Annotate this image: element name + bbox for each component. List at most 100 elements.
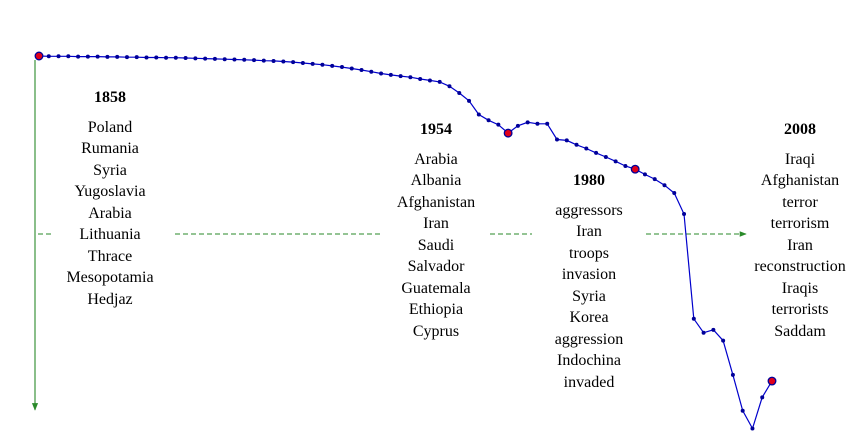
data-point [467, 98, 472, 103]
highlight-point-2008 [767, 376, 777, 386]
word-item: Arabia [88, 204, 132, 222]
word-item: Mesopotamia [66, 269, 154, 286]
series-line [38, 55, 773, 431]
data-point [134, 55, 139, 60]
word-item: Iran [576, 223, 602, 240]
data-point [261, 58, 266, 63]
column-year: 1858 [94, 89, 126, 106]
word-item: aggressors [555, 201, 623, 219]
data-point [95, 54, 100, 59]
word-item: Saddam [774, 322, 826, 340]
data-point [408, 75, 413, 80]
data-point [427, 78, 432, 83]
word-item: Yugoslavia [74, 183, 146, 200]
data-point [124, 55, 129, 60]
data-point [85, 54, 90, 59]
data-point [310, 61, 315, 66]
data-point [203, 56, 208, 61]
data-point [691, 316, 696, 321]
data-point [662, 183, 667, 188]
word-item: Albania [410, 172, 462, 189]
data-point [721, 338, 726, 343]
word-item: Thrace [87, 247, 133, 265]
data-point [594, 150, 599, 155]
data-point [291, 60, 296, 65]
data-point [173, 55, 178, 60]
data-point [418, 76, 423, 81]
highlight-point-1858 [34, 51, 44, 61]
data-point [672, 191, 677, 196]
data-point [330, 63, 335, 68]
data-point [46, 54, 51, 59]
series-line-group [38, 55, 773, 431]
data-point [66, 54, 71, 59]
word-item: Iraqi [784, 150, 816, 168]
column-year: 2008 [784, 121, 816, 138]
word-item: Saudi [417, 236, 455, 254]
data-point [682, 212, 687, 217]
word-item: Lithuania [79, 226, 141, 243]
word-item: Cyprus [412, 322, 460, 340]
word-item: Syria [572, 287, 606, 305]
data-point [701, 330, 706, 335]
word-item: Iran [787, 236, 813, 254]
column-1954: 1954 Arabia Albania Afghanistan Iran Sau… [376, 119, 496, 342]
data-point [613, 159, 618, 164]
data-point [144, 55, 149, 60]
data-point [183, 56, 188, 61]
data-point [525, 120, 530, 125]
data-point [603, 154, 608, 159]
data-point [398, 74, 403, 79]
data-point [760, 395, 765, 400]
data-point [623, 163, 628, 168]
data-point [212, 56, 217, 61]
word-item: terrorists [771, 301, 829, 318]
data-point [115, 54, 120, 59]
data-points-group [34, 51, 777, 431]
data-point [388, 72, 393, 77]
word-item: aggression [554, 330, 624, 348]
data-point [574, 142, 579, 147]
data-point [496, 122, 501, 127]
data-point [750, 426, 755, 431]
word-item: Syria [93, 161, 127, 179]
data-point [281, 59, 286, 64]
data-point [56, 54, 61, 59]
column-2008: 2008 Iraqi Afghanistan terror terrorism … [740, 119, 860, 342]
data-point [515, 123, 520, 128]
data-point [379, 71, 384, 76]
word-item: Poland [87, 118, 133, 136]
data-point [652, 177, 657, 182]
data-point [369, 69, 374, 74]
word-item: troops [569, 244, 609, 262]
highlight-point-1980 [630, 164, 640, 174]
data-point [300, 60, 305, 65]
data-point [535, 121, 540, 126]
chart-axes [31, 60, 747, 411]
word-item: invaded [563, 373, 615, 391]
word-item: terrorism [770, 215, 830, 232]
data-point [486, 118, 491, 123]
data-point [711, 327, 716, 332]
data-point [164, 55, 169, 60]
data-point [642, 172, 647, 177]
data-point [554, 137, 559, 142]
word-item: Iraqis [781, 279, 819, 297]
data-point [447, 84, 452, 89]
column-year: 1980 [573, 172, 605, 189]
data-point [76, 54, 81, 59]
word-item: terror [782, 193, 818, 211]
word-item: invasion [561, 266, 617, 283]
data-point [154, 55, 159, 60]
data-point [437, 79, 442, 84]
data-point [564, 138, 569, 143]
data-point [320, 62, 325, 67]
data-point [584, 146, 589, 151]
data-point [232, 57, 237, 62]
word-item: reconstruction [754, 258, 846, 275]
word-item: Salvador [407, 258, 465, 275]
data-point [359, 67, 364, 72]
data-point [349, 66, 354, 71]
data-point [476, 112, 481, 117]
